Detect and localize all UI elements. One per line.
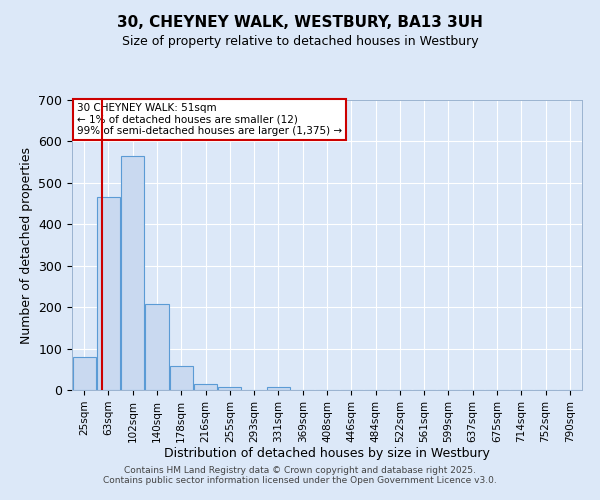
Bar [97, 198, 120, 390]
Bar [170, 366, 193, 390]
Bar [267, 386, 290, 390]
Bar [145, 304, 169, 390]
X-axis label: Distribution of detached houses by size in Westbury: Distribution of detached houses by size … [164, 448, 490, 460]
Text: 30 CHEYNEY WALK: 51sqm
← 1% of detached houses are smaller (12)
99% of semi-deta: 30 CHEYNEY WALK: 51sqm ← 1% of detached … [77, 103, 342, 136]
Y-axis label: Number of detached properties: Number of detached properties [20, 146, 33, 344]
Text: Size of property relative to detached houses in Westbury: Size of property relative to detached ho… [122, 35, 478, 48]
Bar [218, 386, 241, 390]
Text: Contains HM Land Registry data © Crown copyright and database right 2025.
Contai: Contains HM Land Registry data © Crown c… [103, 466, 497, 485]
Bar [121, 156, 144, 390]
Bar [73, 357, 95, 390]
Text: 30, CHEYNEY WALK, WESTBURY, BA13 3UH: 30, CHEYNEY WALK, WESTBURY, BA13 3UH [117, 15, 483, 30]
Bar [194, 384, 217, 390]
